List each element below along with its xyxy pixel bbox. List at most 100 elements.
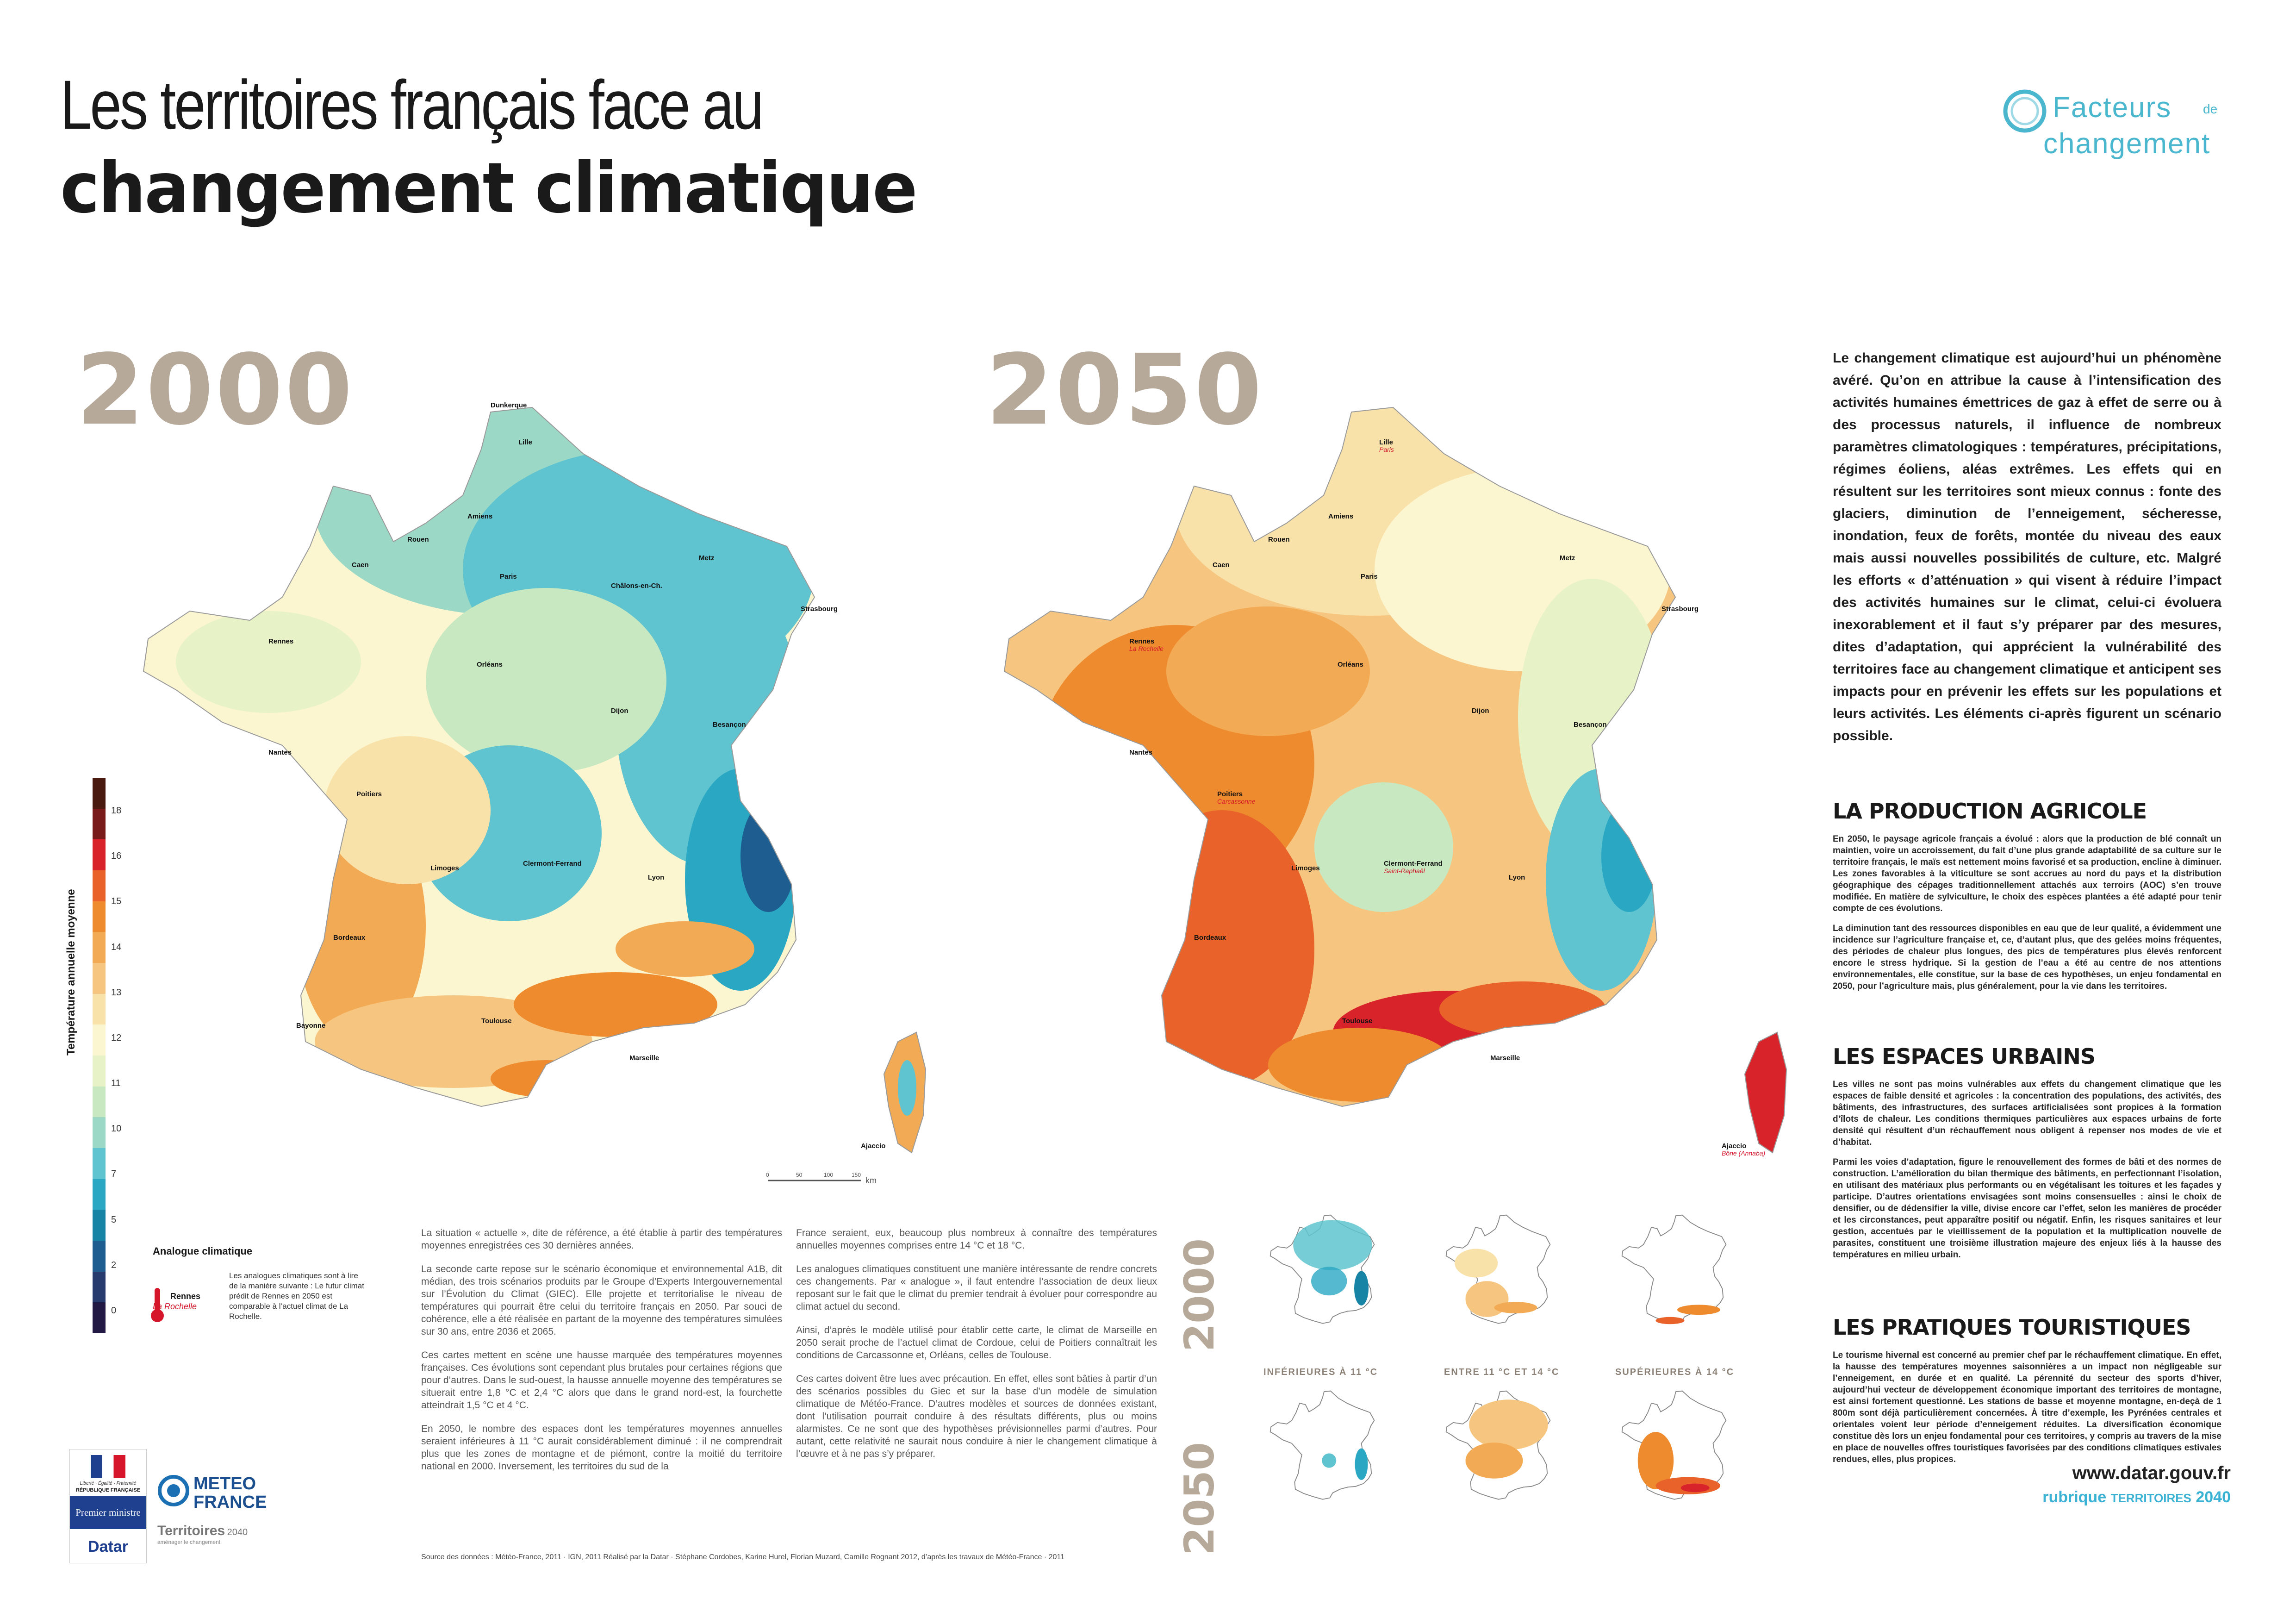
svg-text:Ajaccio: Ajaccio bbox=[861, 1142, 885, 1150]
svg-text:Metz: Metz bbox=[1560, 554, 1575, 562]
svg-text:100: 100 bbox=[824, 1172, 833, 1178]
legend-tick-label: 10 bbox=[111, 1124, 122, 1134]
minimap-year-2050: 2050 bbox=[1176, 1442, 1223, 1555]
facteurs-de: de bbox=[2203, 102, 2218, 116]
svg-text:Clermont-Ferrand: Clermont-Ferrand bbox=[523, 860, 582, 868]
column-paragraph: Les analogues climatiques constituent un… bbox=[796, 1264, 1157, 1312]
legend-tick-label: 11 bbox=[111, 1078, 121, 1089]
territoires-logo: Territoires 2040 aménager le changement bbox=[157, 1523, 282, 1551]
svg-text:Marseille: Marseille bbox=[629, 1054, 659, 1062]
minimap-label-cold: INFÉRIEURES À 11 °C bbox=[1263, 1367, 1378, 1377]
temperature-legend: 18 16 15 14 13 12 11 10 7 5 2 0 Température annuell… bbox=[65, 778, 148, 1334]
legend-swatch bbox=[93, 870, 106, 901]
svg-text:Caen: Caen bbox=[352, 561, 369, 569]
rubrique-prefix: rubrique bbox=[2042, 1488, 2107, 1506]
republique-logo: Liberté · Égalité · Fraternité RÉPUBLIQU… bbox=[69, 1449, 147, 1563]
meteo-word: METEO bbox=[193, 1474, 256, 1493]
svg-text:Rouen: Rouen bbox=[1268, 536, 1290, 543]
city-markers-2000: Lille Amiens Rouen Caen Paris Metz Châlo… bbox=[268, 401, 885, 1150]
section-body-urbain: Les villes ne sont pas moins vulnérables… bbox=[1833, 1079, 2221, 1269]
year-2000-label: 2000 bbox=[76, 333, 355, 447]
legend-tick-label: 5 bbox=[111, 1214, 117, 1225]
territoires-word: Territoires bbox=[157, 1523, 225, 1538]
facteurs-logo: Facteurs de changement bbox=[1999, 86, 2240, 164]
svg-text:Saint-Raphaël: Saint-Raphaël bbox=[1384, 867, 1425, 874]
svg-text:Toulouse: Toulouse bbox=[1342, 1017, 1373, 1025]
page-title-line2: changement climatique bbox=[60, 148, 918, 229]
legend-tick-label: 0 bbox=[111, 1305, 117, 1316]
svg-text:Bordeaux: Bordeaux bbox=[333, 934, 366, 942]
column-paragraph: Ces cartes mettent en scène une hausse m… bbox=[421, 1350, 782, 1411]
svg-text:Bône (Annaba): Bône (Annaba) bbox=[1722, 1149, 1765, 1157]
minimap-label-hot: SUPÉRIEURES À 14 °C bbox=[1615, 1367, 1734, 1377]
premier-ministre-label: Premier ministre bbox=[70, 1496, 146, 1529]
legend-axis-title: Température annuelle moyenne bbox=[65, 889, 77, 1056]
rubrique-word: TERRITOIRES bbox=[2110, 1491, 2191, 1505]
svg-text:Paris: Paris bbox=[500, 573, 517, 581]
svg-text:Amiens: Amiens bbox=[1328, 512, 1353, 520]
thermometer-icon bbox=[151, 1288, 164, 1322]
column-paragraph: La situation « actuelle », dite de référ… bbox=[421, 1228, 782, 1251]
svg-text:Lyon: Lyon bbox=[1509, 874, 1525, 881]
legend-swatch bbox=[93, 901, 106, 932]
svg-text:Lille: Lille bbox=[518, 438, 532, 446]
section-body-agriculture: En 2050, le paysage agricole français a … bbox=[1833, 833, 2221, 1000]
minimap-label-mid: ENTRE 11 °C ET 14 °C bbox=[1444, 1367, 1559, 1377]
legend-swatch bbox=[93, 839, 106, 871]
column-paragraph: La seconde carte repose sur le scénario … bbox=[421, 1264, 782, 1337]
svg-text:Toulouse: Toulouse bbox=[481, 1017, 512, 1025]
text-column-left: La situation « actuelle », dite de référ… bbox=[421, 1227, 782, 1484]
svg-text:Paris: Paris bbox=[1379, 446, 1394, 453]
legend-tick-label: 13 bbox=[111, 987, 122, 998]
source-line: Source des données : Météo-France, 2011 … bbox=[421, 1553, 1065, 1561]
svg-text:Paris: Paris bbox=[1361, 573, 1378, 581]
column-paragraph: Ces cartes doivent être lues avec précau… bbox=[796, 1374, 1157, 1459]
svg-text:50: 50 bbox=[796, 1172, 803, 1178]
section-paragraph: Parmi les voies d’adaptation, figure le … bbox=[1833, 1157, 2221, 1260]
svg-text:Orléans: Orléans bbox=[1338, 661, 1363, 668]
section-paragraph: Les villes ne sont pas moins vulnérables… bbox=[1833, 1080, 2221, 1147]
svg-text:Strasbourg: Strasbourg bbox=[801, 605, 838, 613]
svg-text:Clermont-Ferrand: Clermont-Ferrand bbox=[1384, 860, 1443, 868]
svg-text:Dunkerque: Dunkerque bbox=[491, 401, 527, 409]
legend-swatch bbox=[93, 1271, 106, 1303]
datar-url[interactable]: www.datar.gouv.fr bbox=[2072, 1463, 2231, 1483]
svg-text:Metz: Metz bbox=[699, 554, 714, 562]
svg-text:Rouen: Rouen bbox=[407, 536, 429, 543]
section-body-tourisme: Le tourisme hivernal est concerné au pre… bbox=[1833, 1349, 2221, 1474]
text-column-right: France seraient, eux, beaucoup plus nomb… bbox=[796, 1227, 1157, 1471]
svg-text:Poitiers: Poitiers bbox=[356, 790, 382, 798]
legend-swatch bbox=[93, 932, 106, 963]
legend-swatch bbox=[93, 1148, 106, 1179]
svg-text:Caen: Caen bbox=[1213, 561, 1230, 569]
legend-swatch bbox=[93, 778, 106, 809]
analogue-text: Les analogues climatiques sont à lire de… bbox=[229, 1271, 364, 1321]
legend-swatch bbox=[93, 1086, 106, 1118]
svg-text:Rennes: Rennes bbox=[1129, 637, 1154, 645]
svg-text:Châlons-en-Ch.: Châlons-en-Ch. bbox=[611, 582, 662, 590]
meteo-france-logo: METEO FRANCE bbox=[157, 1472, 282, 1514]
svg-text:Lyon: Lyon bbox=[648, 874, 664, 881]
legend-swatch bbox=[93, 993, 106, 1025]
section-title-tourisme: LES PRATIQUES TOURISTIQUES bbox=[1833, 1315, 2191, 1340]
analogue-city: Rennes bbox=[170, 1292, 201, 1301]
city-markers-2050: Lille Paris Amiens Rouen Caen Paris Metz… bbox=[1129, 438, 1765, 1157]
datar-logo-text: Datar bbox=[88, 1538, 128, 1555]
legend-ticks: 18 16 15 14 13 12 11 10 7 5 2 0 bbox=[111, 778, 139, 1333]
legend-tick-label: 14 bbox=[111, 942, 122, 952]
svg-text:km: km bbox=[865, 1176, 877, 1185]
svg-text:Lille: Lille bbox=[1379, 438, 1393, 446]
legend-swatch bbox=[93, 1241, 106, 1272]
svg-text:Besançon: Besançon bbox=[1574, 721, 1607, 729]
territoires-sub: aménager le changement bbox=[157, 1539, 221, 1545]
legend-swatch bbox=[93, 808, 106, 840]
map-2000: Lille Amiens Rouen Caen Paris Metz Châlo… bbox=[143, 401, 927, 1185]
section-paragraph: En 2050, le paysage agricole français a … bbox=[1833, 834, 2221, 913]
column-paragraph: En 2050, le nombre des espaces dont les … bbox=[421, 1424, 782, 1472]
legend-tick-label: 15 bbox=[111, 896, 122, 907]
legend-swatch bbox=[93, 1302, 106, 1334]
legend-swatch bbox=[93, 1117, 106, 1149]
circle-logo-icon bbox=[2003, 89, 2047, 133]
page-title-line1: Les territoires français face au bbox=[60, 66, 764, 144]
intro-paragraph: Le changement climatique est aujourd’hui… bbox=[1833, 350, 2221, 743]
